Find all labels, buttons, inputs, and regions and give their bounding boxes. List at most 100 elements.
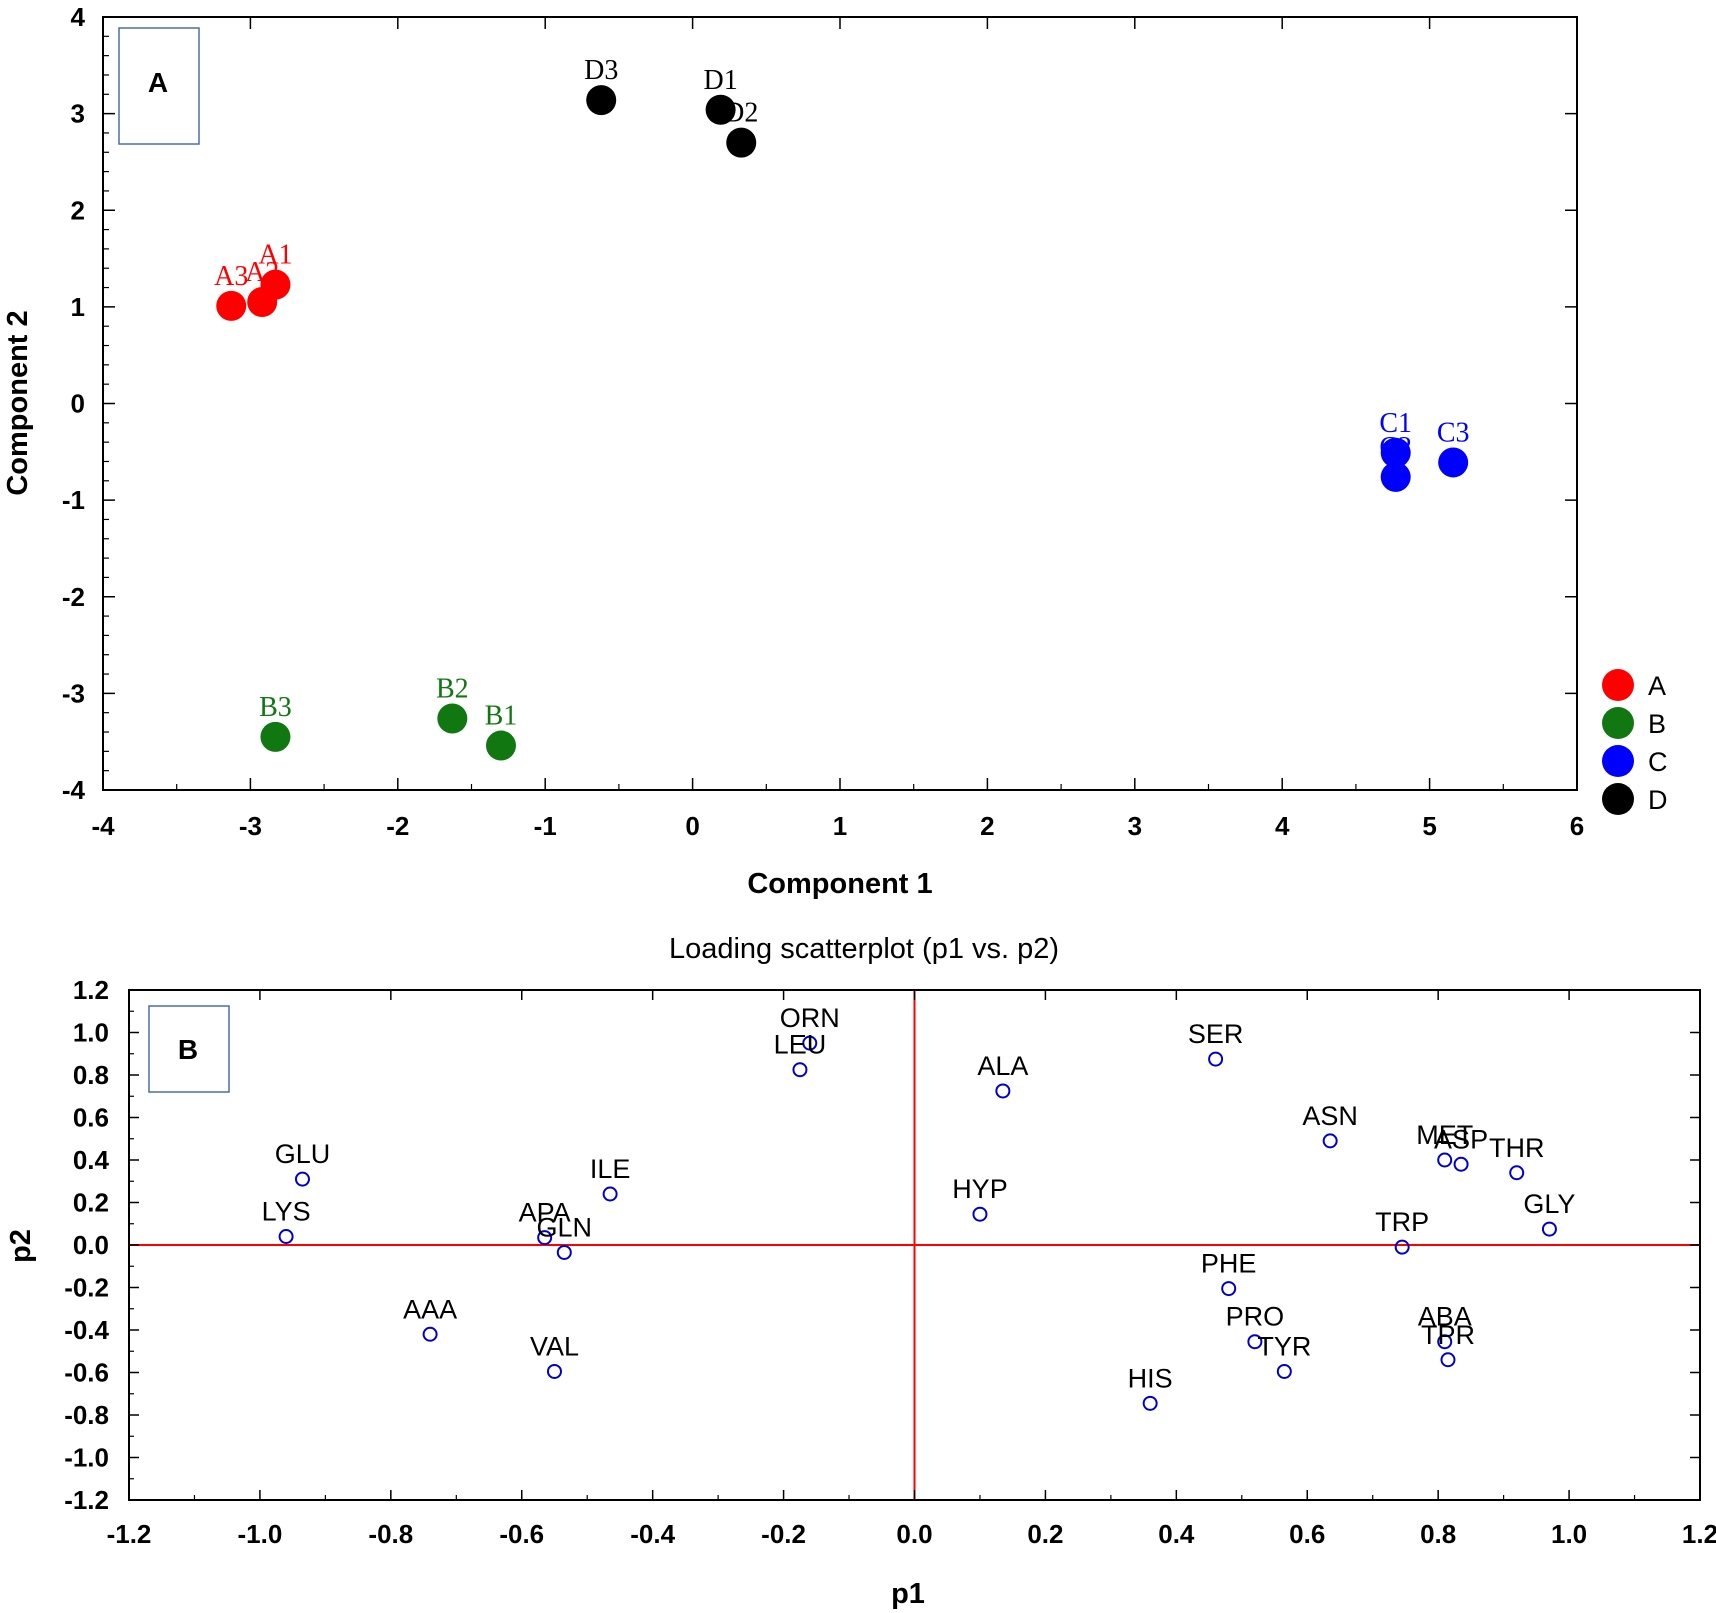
panel-a-y-tick-label: -3 bbox=[62, 678, 85, 708]
panel-b-y-tick-label: -0.2 bbox=[64, 1273, 109, 1303]
loading-point-val bbox=[546, 1363, 562, 1379]
panel-b-y-tick-label: 0.4 bbox=[73, 1145, 110, 1175]
loading-point-label: ABA bbox=[1418, 1302, 1472, 1332]
panel-b-y-tick-label: -1.2 bbox=[64, 1485, 109, 1515]
panel-b-y-tick-label: -1.0 bbox=[64, 1443, 109, 1473]
panel-b-y-tick-label: 1.2 bbox=[73, 975, 109, 1005]
panel-a-point-c3 bbox=[1438, 447, 1469, 478]
panel-a-x-tick-label: -2 bbox=[386, 811, 409, 841]
legend-marker-b bbox=[1602, 707, 1634, 739]
loading-point-label: LEU bbox=[774, 1030, 827, 1060]
panel-b-x-tick-label: -1.0 bbox=[238, 1519, 283, 1549]
panel-a-y-tick-label: -2 bbox=[62, 582, 85, 612]
loading-point-label: THR bbox=[1489, 1133, 1545, 1163]
panel-a-y-tick-label: 1 bbox=[71, 292, 85, 322]
panel-b-y-tick-label: 0.8 bbox=[73, 1060, 109, 1090]
loading-point-label: TPR bbox=[1421, 1320, 1475, 1350]
loading-point-pro bbox=[1247, 1334, 1263, 1350]
panel-a-point-label: B3 bbox=[259, 692, 292, 723]
loading-point-label: GLU bbox=[275, 1139, 331, 1169]
panel-b-y-axis-title: p2 bbox=[5, 1229, 37, 1263]
legend-label: D bbox=[1648, 785, 1668, 815]
loading-point-thr bbox=[1509, 1165, 1525, 1181]
panel-b-y-tick-label: 0.2 bbox=[73, 1188, 109, 1218]
panel-a-point-b3 bbox=[260, 721, 291, 752]
panel-a-point-c1 bbox=[1380, 437, 1411, 468]
loading-point-asp bbox=[1453, 1156, 1469, 1172]
loading-point-gln bbox=[556, 1244, 572, 1260]
panel-b-y-tick-label: -0.8 bbox=[64, 1400, 109, 1430]
panel-a-point-d3 bbox=[586, 85, 617, 116]
loading-point-glu bbox=[294, 1171, 310, 1187]
panel-b-x-tick-label: 0.2 bbox=[1027, 1519, 1063, 1549]
panel-a-x-tick-label: 0 bbox=[685, 811, 699, 841]
panel-a-x-tick-label: 5 bbox=[1422, 811, 1436, 841]
panel-b-x-axis-title: p1 bbox=[891, 1578, 925, 1610]
panel-a-x-tick-label: 4 bbox=[1275, 811, 1290, 841]
panel-a-point-a2 bbox=[247, 287, 278, 318]
panel-b-x-tick-label: 0.0 bbox=[896, 1519, 932, 1549]
panel-b-label-box bbox=[148, 1005, 230, 1093]
loading-point-aaa bbox=[422, 1326, 438, 1342]
panel-a-x-tick-label: -1 bbox=[534, 811, 557, 841]
panel-a-ticks: -4 -3 -2 -1 0 1 2 3 4 5 6 -4 -3 -2 -1 0 1 2 3 4 bbox=[62, 2, 1584, 841]
panel-b-ticks: -1.2 -1.0 -0.8 -0.6 -0.4 -0.2 0.0 0.2 0.4 0.6 0.8 1… bbox=[64, 975, 1716, 1549]
loading-point-ile bbox=[602, 1186, 618, 1202]
loading-point-asn bbox=[1322, 1133, 1338, 1149]
loading-point-label: LYS bbox=[262, 1197, 311, 1227]
panel-a-point-label: C2 bbox=[1379, 432, 1412, 463]
panel-b-x-tick-label: -0.8 bbox=[368, 1519, 413, 1549]
legend-label: C bbox=[1648, 747, 1668, 777]
legend-label: A bbox=[1648, 671, 1666, 701]
panel-b-x-tick-label: 0.4 bbox=[1158, 1519, 1195, 1549]
panel-a-plot-frame bbox=[102, 16, 1578, 791]
panel-a-x-tick-label: 1 bbox=[833, 811, 847, 841]
loading-point-ala bbox=[995, 1083, 1011, 1099]
loading-point-hyp bbox=[972, 1206, 988, 1222]
loading-point-label: MET bbox=[1416, 1120, 1473, 1150]
loading-point-label: ASP bbox=[1434, 1124, 1488, 1154]
loading-point-ser bbox=[1208, 1051, 1224, 1067]
panel-a-point-label: A1 bbox=[258, 240, 292, 271]
panel-b-y-tick-label: -0.4 bbox=[64, 1315, 109, 1345]
panel-a-point-label: D2 bbox=[724, 98, 758, 129]
loading-point-tpr bbox=[1440, 1352, 1456, 1368]
panel-a-point-label: A3 bbox=[214, 261, 248, 292]
loading-point-label: PRO bbox=[1226, 1302, 1285, 1332]
legend-marker-d bbox=[1602, 783, 1634, 815]
loading-point-apa bbox=[537, 1230, 553, 1246]
loading-point-trp bbox=[1394, 1239, 1410, 1255]
loading-point-orn bbox=[802, 1035, 818, 1051]
panel-a-point-a3 bbox=[216, 290, 247, 321]
panel-a-point-label: D1 bbox=[703, 65, 737, 96]
loading-point-label: ASN bbox=[1302, 1101, 1358, 1131]
loading-point-label: GLN bbox=[537, 1212, 593, 1242]
panel-a-label-box bbox=[118, 27, 200, 145]
panel-a-x-tick-label: 3 bbox=[1128, 811, 1142, 841]
panel-a-x-tick-label: 6 bbox=[1570, 811, 1584, 841]
panel-a-x-axis-title: Component 1 bbox=[747, 868, 932, 900]
loading-point-label: TYR bbox=[1257, 1331, 1311, 1361]
panel-a-x-tick-label: 2 bbox=[980, 811, 994, 841]
panel-a-point-d2 bbox=[726, 127, 757, 158]
panel-b-x-tick-label: -0.6 bbox=[499, 1519, 544, 1549]
panel-b-y-tick-label: 1.0 bbox=[73, 1018, 109, 1048]
loading-point-gly bbox=[1541, 1221, 1557, 1237]
panel-a-point-label: B2 bbox=[436, 673, 469, 704]
panel-a-point-label: D3 bbox=[584, 55, 618, 86]
loading-point-label: AAA bbox=[403, 1294, 457, 1324]
loading-point-label: TRP bbox=[1375, 1207, 1429, 1237]
loading-point-label: VAL bbox=[530, 1331, 579, 1361]
loading-point-label: PHE bbox=[1201, 1249, 1257, 1279]
panel-a-point-b1 bbox=[485, 730, 516, 761]
panel-b-x-tick-label: 1.2 bbox=[1682, 1519, 1716, 1549]
panel-a-point-label: B1 bbox=[485, 701, 518, 732]
loading-point-aba bbox=[1437, 1334, 1453, 1350]
panel-a-point-d1 bbox=[705, 94, 736, 125]
panel-b-x-tick-label: -0.4 bbox=[630, 1519, 675, 1549]
loading-point-label: ILE bbox=[590, 1154, 631, 1184]
